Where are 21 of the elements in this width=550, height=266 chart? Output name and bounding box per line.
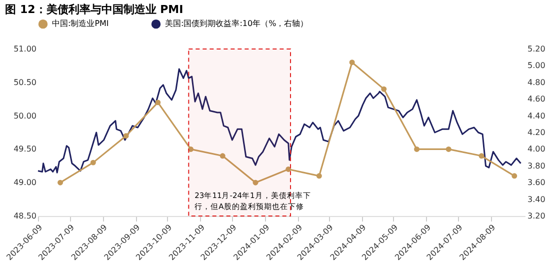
y-tick-label: 49.50 xyxy=(14,144,36,154)
y2-tick-label: 4.20 xyxy=(528,128,546,137)
y-tick-label: 48.50 xyxy=(14,212,36,220)
y2-tick-label: 3.60 xyxy=(528,178,546,188)
y2-tick-label: 5.00 xyxy=(528,61,546,70)
y2-tick-label: 5.20 xyxy=(528,44,546,54)
chart-title: 图 12：美债利率与中国制造业 PMI xyxy=(5,3,184,16)
y-tick-label: 50.50 xyxy=(14,78,36,87)
legend-label: 美国:国债到期收益率:10年（%，右轴） xyxy=(165,19,308,28)
y2-tick-label: 4.00 xyxy=(528,144,546,154)
y2-tick-label: 3.40 xyxy=(528,194,546,204)
y2-tick-label: 3.20 xyxy=(528,212,546,220)
y2-tick-label: 4.40 xyxy=(528,111,546,120)
y-tick-label: 51.00 xyxy=(14,44,36,54)
y2-tick-label: 3.80 xyxy=(528,161,546,170)
y-tick-label: 49.00 xyxy=(14,178,36,188)
y-tick-label: 50.00 xyxy=(14,111,36,120)
line-series xyxy=(37,68,522,174)
y2-tick-label: 4.80 xyxy=(528,78,546,87)
y2-tick-label: 4.60 xyxy=(528,94,546,104)
legend-label: 中国:制造业PMI xyxy=(52,19,109,28)
